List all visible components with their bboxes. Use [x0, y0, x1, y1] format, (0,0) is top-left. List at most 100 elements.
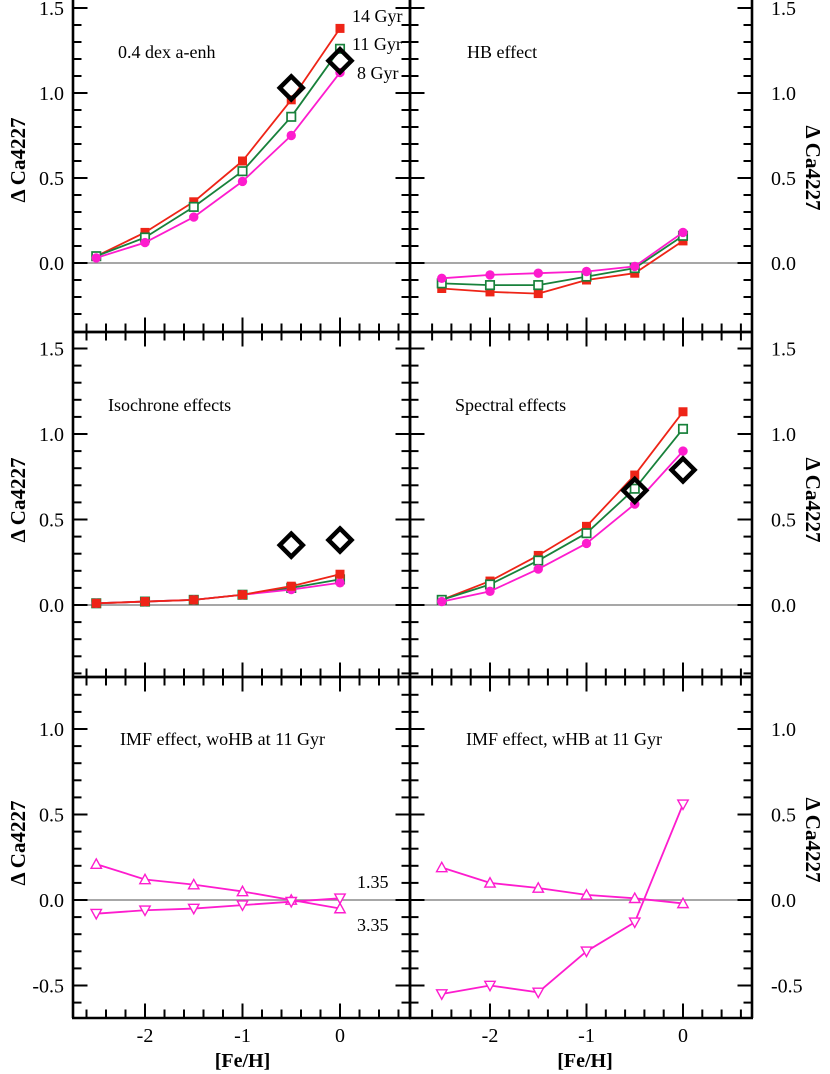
- marker-triangle-up-open: [483, 876, 497, 888]
- marker-triangle-down-open: [483, 980, 497, 993]
- y-tick-label-left: 1.5: [39, 339, 64, 361]
- series-1-35: [435, 860, 690, 909]
- series-line: [441, 866, 684, 905]
- marker-triangle-down-open: [531, 987, 545, 999]
- series-line: [441, 240, 684, 295]
- y-tick-label-left: 1.0: [39, 424, 64, 446]
- y-tick-label-left: 1.5: [39, 0, 64, 20]
- y-tick-label-left: 0.0: [39, 890, 64, 912]
- y-tick-label-right: 1.0: [771, 424, 796, 446]
- marker-square-filled: [678, 236, 688, 246]
- series-3-35: [89, 893, 347, 921]
- y-tick-label-right: 0.0: [771, 595, 796, 617]
- marker-triangle-down-open: [284, 896, 298, 909]
- marker-triangle-up-open: [89, 857, 103, 869]
- series-8-gyr: [437, 227, 688, 283]
- marker-triangle-up-open: [531, 881, 545, 893]
- series-1-35: [89, 857, 347, 914]
- diamond-marker: [325, 525, 355, 555]
- frame-r1c1: [408, 330, 754, 679]
- series-line: [441, 803, 684, 995]
- marker-square-filled: [437, 284, 447, 293]
- marker-triangle-up-open: [435, 860, 449, 873]
- marker-circle-filled: [678, 227, 688, 238]
- panel-bottom-right: [412, 799, 750, 1001]
- y-axis-title-left: Δ Ca4227: [6, 458, 30, 543]
- diamond-marker: [620, 475, 650, 506]
- y-tick-label-left: 0.5: [39, 510, 64, 532]
- marker-triangle-down-open: [187, 903, 201, 916]
- y-tick-label-right: 0.5: [771, 168, 796, 190]
- series-14-gyr: [437, 407, 688, 605]
- diamond-marker: [668, 455, 698, 485]
- panel-title-bottom-left: IMF effect, woHB at 11 Gyr: [120, 729, 325, 749]
- y-tick-label-left: 0.0: [39, 595, 64, 617]
- frame-r2c1: [408, 675, 754, 1020]
- series-line: [95, 27, 341, 258]
- y-tick-label-left: 0.5: [39, 168, 64, 190]
- marker-square-open: [188, 201, 199, 212]
- axes: [71, 0, 754, 1020]
- marker-square-open: [581, 528, 592, 539]
- panel-title-top-left: 0.4 dex a-enh: [118, 42, 215, 62]
- series-line: [441, 411, 684, 601]
- panel-title-middle-left: Isochrone effects: [108, 395, 231, 415]
- marker-circle-filled: [581, 538, 592, 549]
- legend-label: 8 Gyr: [357, 63, 399, 83]
- legend-label: 14 Gyr: [352, 6, 403, 26]
- panel-title-middle-right: Spectral effects: [455, 395, 566, 415]
- y-tick-label-left: 1.0: [39, 83, 64, 105]
- marker-triangle-up-open: [333, 901, 347, 914]
- legend-label: 11 Gyr: [352, 34, 402, 54]
- marker-circle-filled: [91, 253, 101, 263]
- marker-square-open: [677, 423, 689, 434]
- marker-triangle-up-open: [236, 884, 249, 897]
- marker-triangle-down-open: [435, 989, 449, 1001]
- marker-square-filled: [630, 470, 640, 480]
- marker-triangle-down-open: [138, 905, 152, 917]
- marker-triangle-down-open: [580, 946, 593, 958]
- y-tick-label-left: 0.0: [39, 253, 64, 275]
- marker-square-filled: [238, 156, 247, 166]
- y-tick-label-right: 1.0: [771, 83, 796, 105]
- marker-triangle-down-open: [333, 893, 347, 905]
- marker-square-open: [533, 280, 544, 291]
- marker-square-filled: [485, 287, 495, 297]
- marker-square-filled: [189, 595, 199, 605]
- marker-square-filled: [286, 581, 296, 591]
- marker-circle-filled: [533, 268, 543, 278]
- marker-circle-filled: [189, 212, 199, 222]
- series-line: [95, 48, 341, 258]
- marker-triangle-down-open: [628, 917, 642, 929]
- marker-square-filled: [238, 590, 247, 600]
- series-14-gyr: [91, 569, 345, 608]
- series-line: [96, 897, 341, 915]
- y-tick-label-left: -0.5: [32, 976, 64, 998]
- marker-circle-filled: [140, 237, 150, 248]
- panel-middle-right: [412, 407, 750, 607]
- marker-square-open: [533, 555, 544, 566]
- y-tick-label-right: 0.0: [771, 253, 796, 275]
- marker-circle-filled: [335, 578, 345, 588]
- series-line: [441, 235, 684, 287]
- series-line: [441, 428, 684, 601]
- x-axis-title: [Fe/H]: [215, 1050, 271, 1072]
- marker-square-open: [286, 111, 297, 122]
- marker-square-filled: [335, 569, 345, 579]
- series-11-gyr: [436, 230, 689, 291]
- imf-slope-label: 1.35: [357, 872, 389, 892]
- y-tick-label-right: 1.5: [771, 339, 796, 361]
- panel-title-bottom-right: IMF effect, wHB at 11 Gyr: [466, 729, 662, 749]
- y-tick-label-left: 1.0: [39, 719, 64, 741]
- series-line: [441, 231, 684, 280]
- marker-circle-filled: [630, 261, 640, 272]
- diamond-marker: [325, 46, 355, 76]
- x-tick-label: 0: [678, 1025, 688, 1047]
- y-axis-title-right: Δ Ca4227: [801, 126, 825, 211]
- series-line: [95, 863, 341, 910]
- marker-circle-filled: [437, 596, 447, 607]
- diamond-marker: [276, 530, 306, 560]
- series-8-gyr: [91, 67, 345, 263]
